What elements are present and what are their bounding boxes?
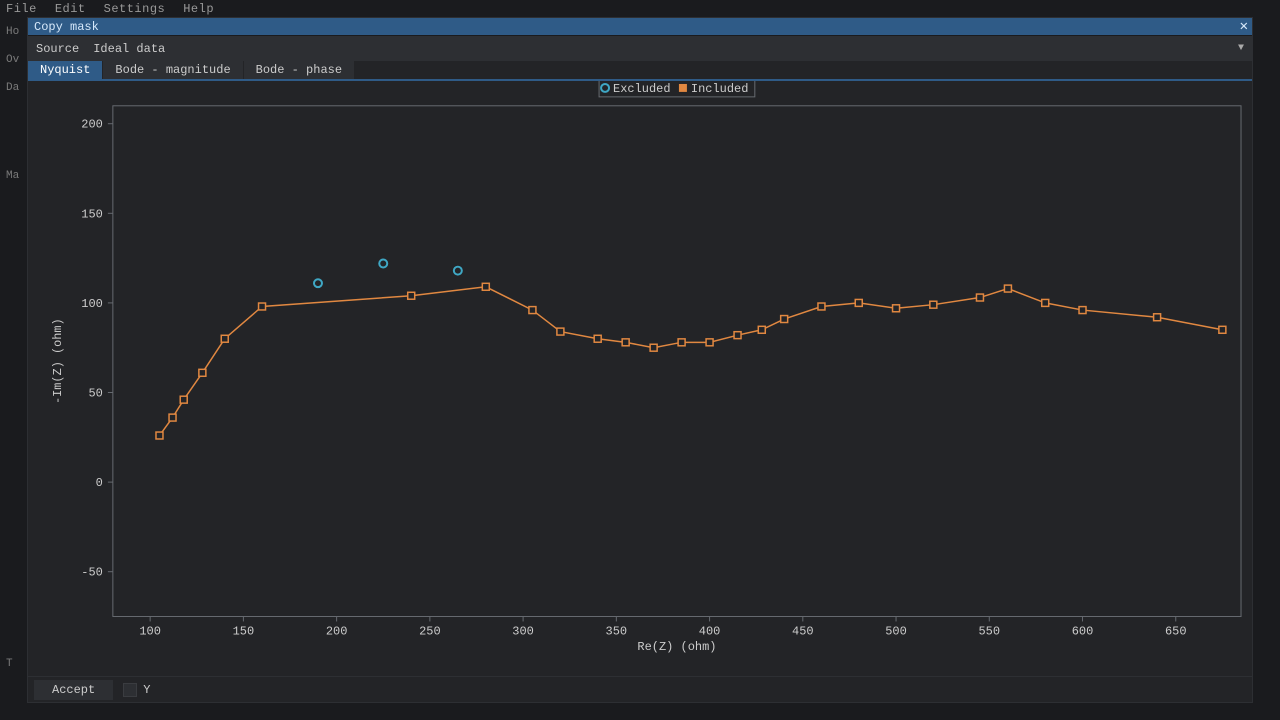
accept-button[interactable]: Accept [34,680,113,700]
menu-item-help[interactable]: Help [183,2,214,16]
close-icon[interactable]: ✕ [1240,20,1248,34]
svg-text:Excluded: Excluded [613,82,671,96]
sidebar-stub: T [0,650,30,678]
svg-text:Included: Included [691,82,749,96]
nyquist-chart: 100150200250300350400450500550600650Re(Z… [28,81,1252,676]
svg-text:300: 300 [512,624,534,638]
svg-text:500: 500 [885,624,907,638]
svg-text:-Im(Z) (ohm): -Im(Z) (ohm) [51,318,65,404]
sidebar-stub: Da [0,74,30,102]
y-checkbox[interactable] [123,683,137,697]
svg-text:350: 350 [606,624,628,638]
svg-text:150: 150 [81,207,103,221]
menu-item-file[interactable]: File [6,2,37,16]
svg-text:Re(Z) (ohm): Re(Z) (ohm) [637,640,716,654]
menu-item-settings[interactable]: Settings [104,2,166,16]
sidebar-stub: Ho [0,18,30,46]
svg-text:100: 100 [139,624,161,638]
svg-text:550: 550 [978,624,1000,638]
svg-text:650: 650 [1165,624,1187,638]
svg-text:400: 400 [699,624,721,638]
svg-text:600: 600 [1072,624,1094,638]
tab-bode-phase[interactable]: Bode - phase [244,61,355,79]
chevron-down-icon: ▼ [1238,43,1244,54]
sidebar-stub: Ma [0,162,30,190]
y-checkbox-row[interactable]: Y [123,683,150,697]
sidebar-stub: Ov [0,46,30,74]
svg-text:-50: -50 [81,566,103,580]
source-label: Source [36,42,79,56]
tab-bode-magnitude[interactable]: Bode - magnitude [103,61,243,79]
source-selector[interactable]: Source Ideal data ▼ [28,35,1252,61]
svg-text:0: 0 [96,476,103,490]
svg-text:250: 250 [419,624,441,638]
background-sidebar: Ho Ov Da Ma T [0,18,30,720]
tab-nyquist[interactable]: Nyquist [28,61,103,79]
svg-text:150: 150 [233,624,255,638]
svg-text:100: 100 [81,297,103,311]
menu-item-edit[interactable]: Edit [55,2,86,16]
copy-mask-dialog: Copy mask ✕ Source Ideal data ▼ Nyquist … [27,17,1253,703]
titlebar: Copy mask ✕ [28,18,1252,35]
window-title: Copy mask [34,20,99,34]
plot-tabbar: Nyquist Bode - magnitude Bode - phase [28,61,1252,81]
menubar: File Edit Settings Help [0,0,1280,18]
chart-area: 100150200250300350400450500550600650Re(Z… [28,81,1252,676]
y-checkbox-label: Y [143,683,150,697]
svg-text:200: 200 [326,624,348,638]
bottom-bar: Accept Y [28,676,1252,702]
svg-text:200: 200 [81,118,103,132]
svg-text:450: 450 [792,624,814,638]
svg-text:50: 50 [89,387,103,401]
source-value: Ideal data [93,42,165,56]
